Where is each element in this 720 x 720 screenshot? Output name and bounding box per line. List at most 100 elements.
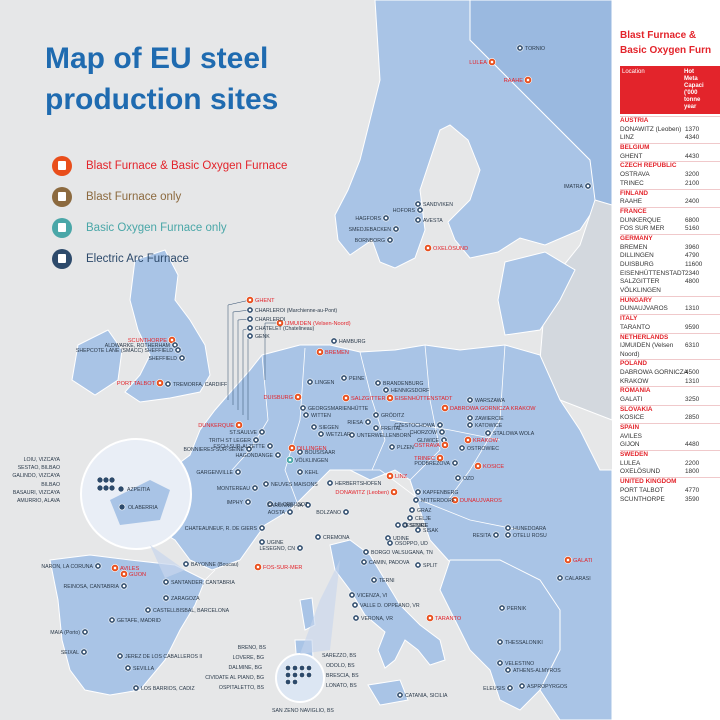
site-marker[interactable]	[414, 216, 422, 224]
site-marker[interactable]	[132, 684, 140, 692]
inset-marker[interactable]	[96, 484, 104, 492]
site-marker[interactable]	[245, 445, 253, 453]
site-marker[interactable]	[424, 244, 432, 252]
site-marker[interactable]	[374, 379, 382, 387]
site-marker[interactable]	[294, 393, 302, 401]
site-marker[interactable]	[516, 44, 524, 52]
site-marker[interactable]	[416, 206, 424, 214]
site-marker[interactable]	[258, 538, 266, 546]
site-marker[interactable]	[296, 544, 304, 552]
site-marker[interactable]	[370, 576, 378, 584]
site-marker[interactable]	[120, 582, 128, 590]
site-marker[interactable]	[304, 501, 312, 509]
site-marker[interactable]	[564, 556, 572, 564]
site-marker[interactable]	[246, 324, 254, 332]
site-marker[interactable]	[111, 564, 119, 572]
site-marker[interactable]	[386, 236, 394, 244]
inset-marker[interactable]	[292, 679, 298, 685]
site-marker[interactable]	[244, 498, 252, 506]
site-marker[interactable]	[496, 638, 504, 646]
site-marker[interactable]	[382, 214, 390, 222]
inset-marker[interactable]	[117, 485, 125, 493]
site-marker[interactable]	[524, 76, 532, 84]
site-marker[interactable]	[454, 474, 462, 482]
inset-marker[interactable]	[299, 672, 305, 678]
site-marker[interactable]	[414, 561, 422, 569]
site-marker[interactable]	[171, 341, 179, 349]
site-marker[interactable]	[496, 659, 504, 667]
site-marker[interactable]	[492, 531, 500, 539]
site-marker[interactable]	[498, 604, 506, 612]
site-marker[interactable]	[262, 480, 270, 488]
site-marker[interactable]	[266, 500, 274, 508]
site-marker[interactable]	[488, 58, 496, 66]
site-marker[interactable]	[584, 182, 592, 190]
inset-marker[interactable]	[306, 672, 312, 678]
inset-marker[interactable]	[299, 665, 305, 671]
inset-marker[interactable]	[102, 484, 110, 492]
site-marker[interactable]	[348, 431, 356, 439]
site-marker[interactable]	[258, 524, 266, 532]
site-marker[interactable]	[386, 472, 394, 480]
inset-marker[interactable]	[102, 476, 110, 484]
site-marker[interactable]	[362, 548, 370, 556]
site-marker[interactable]	[408, 506, 416, 514]
site-marker[interactable]	[504, 666, 512, 674]
site-marker[interactable]	[474, 462, 482, 470]
site-marker[interactable]	[288, 444, 296, 452]
site-marker[interactable]	[504, 531, 512, 539]
site-marker[interactable]	[330, 337, 338, 345]
site-marker[interactable]	[274, 451, 282, 459]
site-marker[interactable]	[94, 562, 102, 570]
site-marker[interactable]	[178, 354, 186, 362]
inset-marker[interactable]	[285, 672, 291, 678]
site-marker[interactable]	[306, 378, 314, 386]
inset-marker[interactable]	[306, 665, 312, 671]
site-marker[interactable]	[246, 315, 254, 323]
site-marker[interactable]	[406, 514, 414, 522]
site-marker[interactable]	[484, 429, 492, 437]
site-marker[interactable]	[426, 614, 434, 622]
inset-marker[interactable]	[292, 665, 298, 671]
site-marker[interactable]	[182, 560, 190, 568]
site-marker[interactable]	[466, 396, 474, 404]
site-marker[interactable]	[414, 200, 422, 208]
site-marker[interactable]	[276, 319, 284, 327]
site-marker[interactable]	[286, 508, 294, 516]
site-marker[interactable]	[310, 423, 318, 431]
site-marker[interactable]	[258, 428, 266, 436]
inset-marker[interactable]	[285, 665, 291, 671]
site-marker[interactable]	[466, 421, 474, 429]
site-marker[interactable]	[314, 533, 322, 541]
site-marker[interactable]	[392, 225, 400, 233]
site-marker[interactable]	[390, 488, 398, 496]
site-marker[interactable]	[162, 578, 170, 586]
site-marker[interactable]	[296, 448, 304, 456]
site-marker[interactable]	[518, 682, 526, 690]
site-marker[interactable]	[451, 459, 459, 467]
site-marker[interactable]	[441, 441, 449, 449]
site-marker[interactable]	[386, 394, 394, 402]
site-marker[interactable]	[252, 436, 260, 444]
site-marker[interactable]	[235, 421, 243, 429]
inset-marker[interactable]	[108, 484, 116, 492]
inset-marker[interactable]	[292, 672, 298, 678]
inset-marker[interactable]	[108, 476, 116, 484]
site-marker[interactable]	[458, 444, 466, 452]
site-marker[interactable]	[120, 570, 128, 578]
site-marker[interactable]	[286, 456, 294, 464]
site-marker[interactable]	[401, 521, 409, 529]
site-marker[interactable]	[254, 563, 262, 571]
site-marker[interactable]	[162, 594, 170, 602]
inset-marker[interactable]	[285, 679, 291, 685]
site-marker[interactable]	[164, 380, 172, 388]
inset-marker[interactable]	[118, 503, 126, 511]
site-marker[interactable]	[382, 386, 390, 394]
site-marker[interactable]	[234, 468, 242, 476]
site-marker[interactable]	[451, 496, 459, 504]
site-marker[interactable]	[246, 332, 254, 340]
site-marker[interactable]	[251, 484, 259, 492]
site-marker[interactable]	[556, 574, 564, 582]
site-marker[interactable]	[296, 468, 304, 476]
site-marker[interactable]	[156, 379, 164, 387]
